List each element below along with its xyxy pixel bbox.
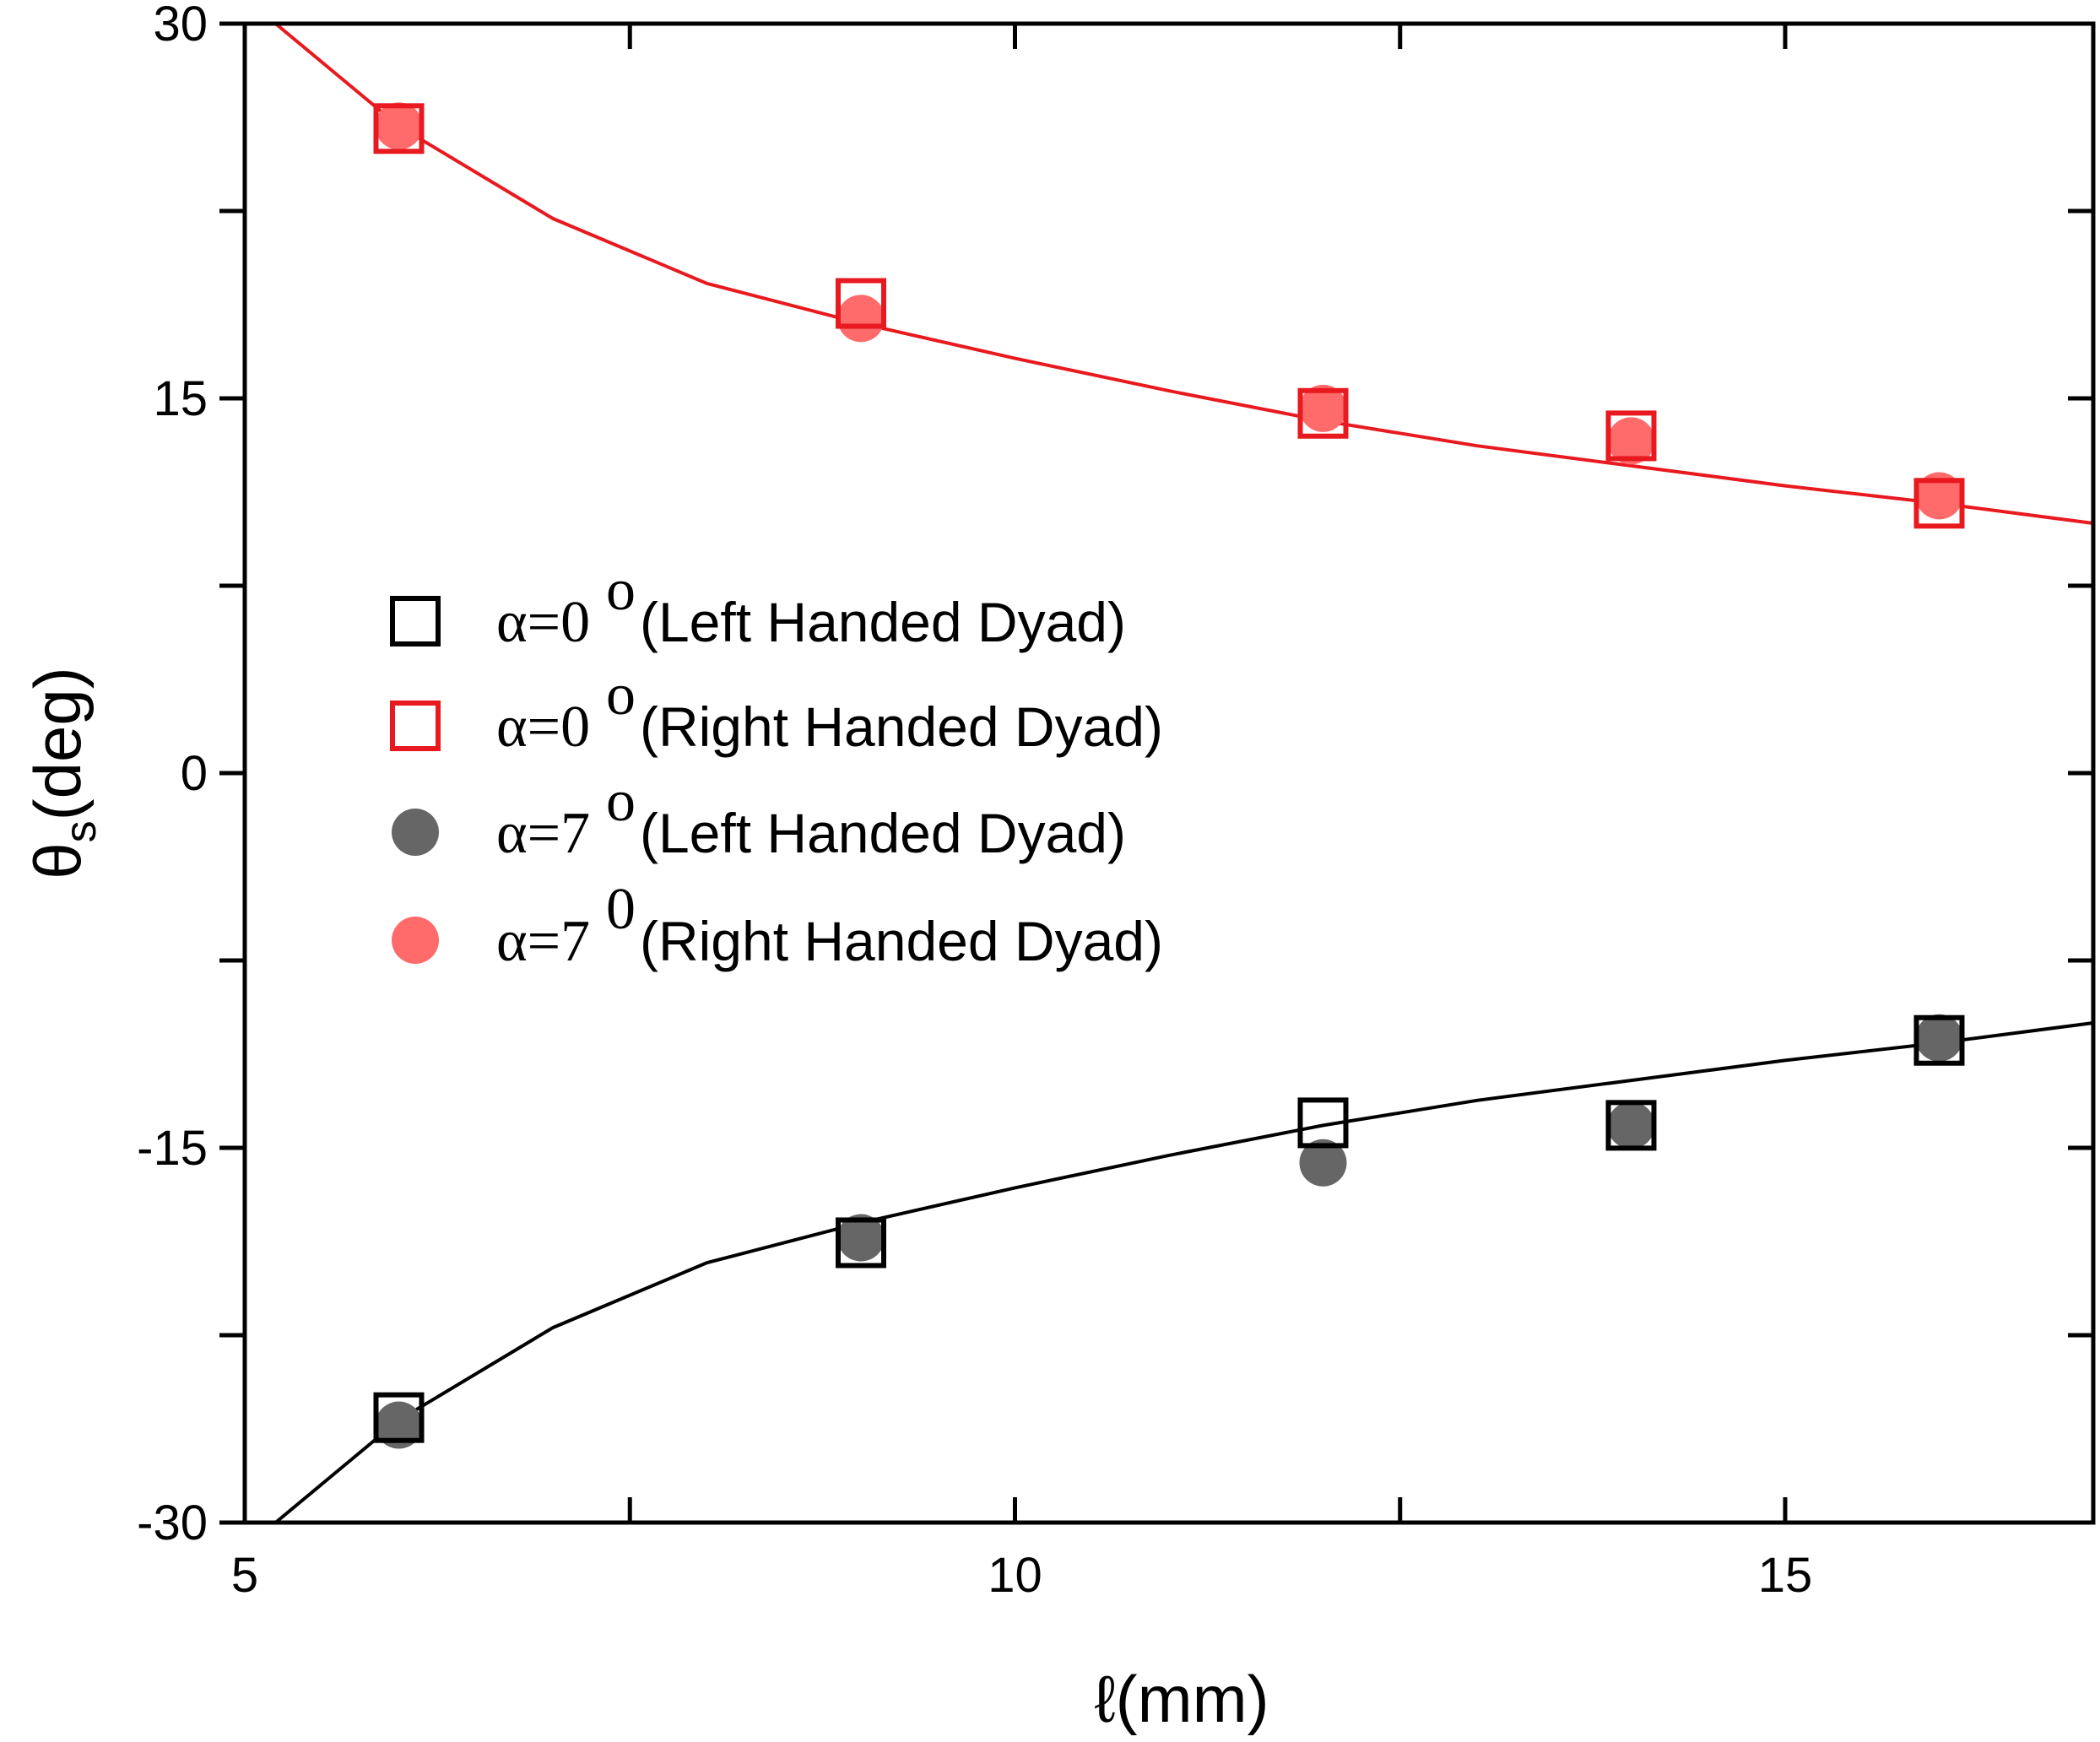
square-point [836, 278, 886, 329]
y-axis-title: θs(deg) [20, 667, 106, 879]
legend-label: (Left Handed Dyad) [640, 802, 1126, 864]
y-tick-label: 0 [181, 746, 208, 801]
legend-marker-circle [392, 809, 439, 856]
legend-entry: α=7 o (Left Handed Dyad) [496, 769, 1126, 866]
circle-point [1915, 1014, 1963, 1062]
axis-ticks [219, 21, 2093, 1525]
legend-entry: α=7 0 (Right Handed Dyad) [496, 877, 1163, 974]
square-point [1913, 478, 1965, 529]
square-point [1605, 1100, 1657, 1151]
square-point [1297, 1097, 1349, 1149]
legend: α=0 o (Left Handed Dyad)α=0 o (Right Handed … [390, 558, 1163, 974]
legend-sup: o [606, 558, 636, 623]
plot-frame [242, 21, 2096, 1525]
legend-marker-circle [392, 917, 439, 964]
legend-entry: α=0 o (Left Handed Dyad) [496, 558, 1126, 655]
fit-curves [274, 22, 2094, 1524]
legend-label: (Right Handed Dyad) [640, 910, 1163, 972]
legend-greek: α=0 [496, 695, 590, 760]
y-tick-label: -15 [137, 1121, 208, 1176]
legend-label: (Left Handed Dyad) [640, 591, 1126, 653]
y-axis-title-unit: (deg) [20, 667, 95, 820]
legend-label: (Right Handed Dyad) [640, 695, 1163, 758]
fit-left-line [274, 1021, 2094, 1524]
legend-marker-square [390, 701, 441, 751]
data-points [373, 102, 1965, 1449]
legend-sup: 0 [606, 877, 636, 942]
y-axis-title-sub: s [57, 820, 106, 842]
x-axis-title: ℓ(mm) [1094, 1662, 1269, 1736]
legend-marker-square [390, 596, 441, 646]
circle-point [1607, 417, 1655, 465]
x-tick-label: 10 [988, 1548, 1042, 1603]
legend-greek: α=7 [496, 909, 590, 974]
y-axis-title-main: θ [20, 842, 95, 879]
fit-right-line [274, 22, 2094, 525]
y-tick-label: -30 [137, 1496, 208, 1550]
legend-sup: o [606, 663, 636, 728]
square-point [373, 1392, 425, 1443]
legend-sup: o [606, 769, 636, 834]
tick-labels: 5 10 15 -30 -15 0 15 30 [137, 0, 1812, 1603]
square-point [1913, 1014, 1965, 1066]
square-point [1605, 410, 1657, 462]
circle-point [1607, 1101, 1655, 1150]
square-point [373, 103, 425, 154]
circle-point [1299, 1139, 1347, 1187]
y-tick-label: 30 [153, 0, 208, 51]
legend-greek: α=7 [496, 801, 590, 866]
svg-text:θs(deg): θs(deg) [20, 667, 106, 879]
circle-point [1915, 472, 1963, 520]
x-tick-label: 5 [231, 1548, 258, 1603]
legend-greek: α=0 [496, 590, 590, 655]
circle-point [837, 295, 885, 343]
y-tick-label: 15 [153, 371, 208, 426]
circle-point [375, 1401, 423, 1449]
square-point [836, 1217, 886, 1269]
x-tick-label: 15 [1758, 1548, 1813, 1603]
legend-entry: α=0 o (Right Handed Dyad) [496, 663, 1163, 760]
circle-point [375, 102, 423, 150]
circle-point [1299, 384, 1347, 432]
square-point [1297, 387, 1349, 439]
circle-point [837, 1214, 885, 1262]
